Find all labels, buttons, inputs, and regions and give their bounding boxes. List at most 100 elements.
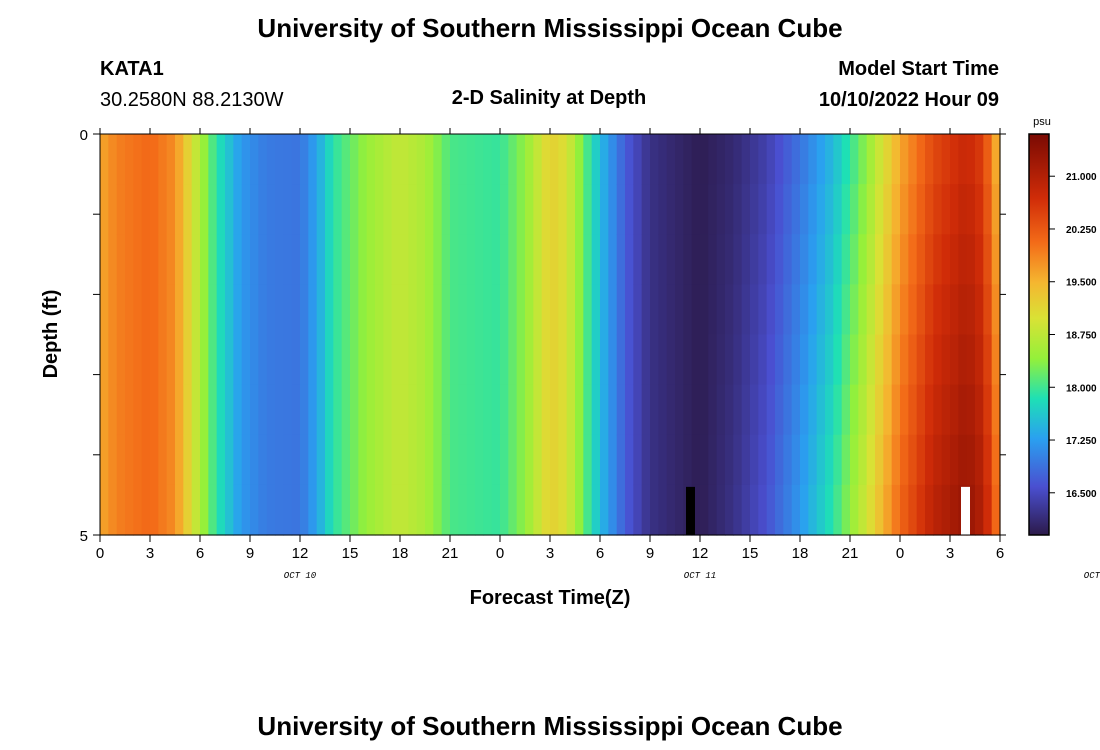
heatmap-cell [866, 184, 876, 235]
heatmap-cell [808, 134, 818, 185]
heatmap-cell [275, 184, 284, 235]
heatmap-cell [341, 384, 351, 436]
heatmap-cell [416, 384, 426, 436]
heatmap-cell [775, 434, 784, 486]
heatmap-cell [408, 384, 418, 436]
heatmap-cell [141, 234, 151, 285]
heatmap-cell [216, 134, 226, 185]
heatmap-cell [300, 234, 309, 285]
heatmap-cell [508, 184, 518, 235]
heatmap-cell [658, 334, 668, 386]
heatmap-cell [408, 284, 418, 336]
heatmap-cell [991, 234, 1001, 285]
heatmap-cell [283, 184, 293, 235]
heatmap-cell [325, 184, 334, 235]
heatmap-cell [791, 284, 801, 336]
heatmap-cell [700, 334, 709, 386]
heatmap-cell [741, 384, 751, 436]
heatmap-cell [575, 234, 584, 285]
heatmap-cell [991, 284, 1001, 336]
date-label: OCT 11 [684, 571, 716, 581]
heatmap-cell [550, 134, 559, 185]
heatmap-cell [991, 484, 1001, 536]
main-title: University of Southern Mississippi Ocean… [257, 13, 842, 43]
heatmap-cell [800, 284, 809, 336]
heatmap-cell [283, 134, 293, 185]
heatmap-cell [333, 384, 343, 436]
heatmap-cell [675, 434, 684, 486]
heatmap-cell [775, 284, 784, 336]
heatmap-cell [491, 384, 501, 436]
heatmap-cell [500, 384, 509, 436]
heatmap-cell [225, 334, 234, 386]
heatmap-cell [158, 284, 168, 336]
heatmap-cell [833, 484, 843, 536]
heatmap-cell [258, 334, 268, 386]
heatmap-cell [758, 134, 768, 185]
heatmap-cell [533, 484, 543, 536]
heatmap-cell [291, 184, 301, 235]
heatmap-cell [841, 334, 851, 386]
heatmap-cell [258, 484, 268, 536]
heatmap-cell [583, 434, 593, 486]
heatmap-cell [983, 384, 993, 436]
heatmap-cell [525, 434, 534, 486]
heatmap-cell [358, 134, 368, 185]
heatmap-cell [741, 484, 751, 536]
heatmap-cell [433, 284, 443, 336]
heatmap-cell [425, 484, 434, 536]
heatmap-cell [416, 134, 426, 185]
heatmap-cell [966, 334, 976, 386]
station-coordinates: 30.2580N 88.2130W [100, 89, 284, 111]
heatmap-cell [150, 284, 159, 336]
heatmap-cell [283, 384, 293, 436]
colorbar-tick-label: 18.750 [1066, 331, 1097, 342]
heatmap-cell [158, 334, 168, 386]
heatmap-cell [558, 434, 568, 486]
heatmap-cell [658, 284, 668, 336]
heatmap-cell [233, 134, 243, 185]
heatmap-cell [541, 134, 551, 185]
heatmap-cell [566, 484, 576, 536]
heatmap-cell [933, 434, 943, 486]
heatmap-cell [525, 484, 534, 536]
heatmap-cell [783, 334, 793, 386]
heatmap-cell [666, 134, 676, 185]
heatmap-cell [100, 334, 109, 386]
heatmap-cell [125, 484, 134, 536]
heatmap-cell [108, 484, 118, 536]
heatmap-cell [808, 284, 818, 336]
heatmap-cell [916, 384, 926, 436]
heatmap-cell [833, 234, 843, 285]
heatmap-cell [766, 234, 776, 285]
heatmap-cell [950, 484, 959, 536]
heatmap-cell [683, 284, 693, 336]
heatmap-cell [966, 234, 976, 285]
heatmap-cell [991, 134, 1001, 185]
heatmap-cell [316, 284, 326, 336]
heatmap-cell [958, 134, 968, 185]
heatmap-cell [366, 334, 376, 386]
heatmap-cell [175, 384, 184, 436]
heatmap-cell [716, 184, 726, 235]
heatmap-cell [350, 184, 359, 235]
heatmap-cell [483, 484, 493, 536]
heatmap-cell [816, 484, 826, 536]
heatmap-cell [633, 384, 643, 436]
colorbar-tick-label: 17.250 [1066, 436, 1097, 447]
heatmap-cell [583, 384, 593, 436]
heatmap-cell [158, 434, 168, 486]
heatmap-cell [550, 284, 559, 336]
heatmap-cell [566, 234, 576, 285]
heatmap-cell [541, 484, 551, 536]
heatmap-cell [925, 334, 934, 386]
heatmap-cell [825, 234, 834, 285]
heatmap-cell [416, 234, 426, 285]
heatmap-cell [350, 234, 359, 285]
heatmap-cell [616, 234, 626, 285]
heatmap-cell [716, 284, 726, 336]
heatmap-cell [741, 284, 751, 336]
x-tick-label: 21 [442, 545, 459, 562]
heatmap-cell [883, 184, 893, 235]
heatmap-cell [941, 134, 951, 185]
